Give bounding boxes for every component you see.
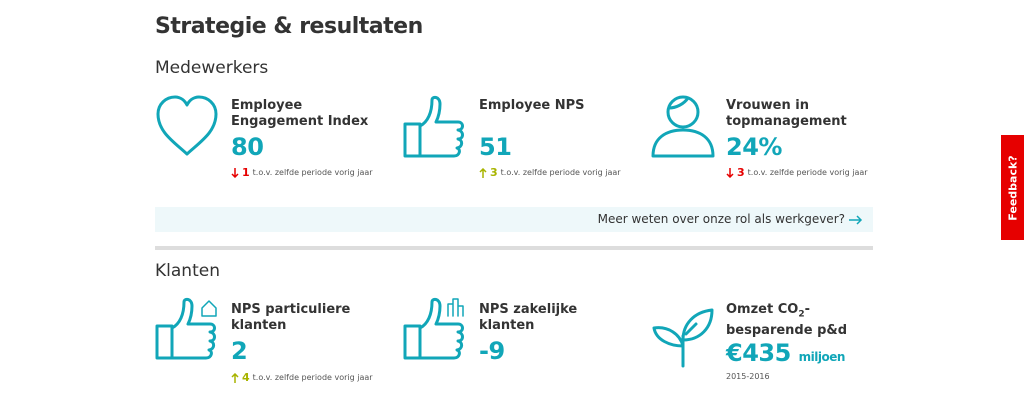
card-value-group: €435 miljoen — [726, 339, 845, 367]
card-label: Employee NPS — [479, 98, 585, 113]
arrow-down — [231, 167, 239, 178]
card-label: NPS particuliere klanten — [231, 302, 351, 333]
heart-icon — [156, 95, 218, 156]
card-value: 2 — [231, 337, 248, 365]
card-change: 4 t.o.v. zelfde periode vorig jaar — [231, 371, 373, 384]
person-icon — [651, 95, 715, 158]
arrow-up — [479, 167, 487, 178]
link-arrow — [849, 215, 863, 225]
card-value: -9 — [479, 337, 505, 365]
card-label: Omzet CO2-besparende p&d — [726, 302, 876, 339]
card-label: Employee Engagement Index — [231, 98, 369, 129]
card-note: 2015-2016 — [726, 372, 770, 381]
card-value: 24% — [726, 133, 782, 161]
card-value: 51 — [479, 133, 512, 161]
more-link[interactable]: Meer weten over onze rol als werkgever? — [597, 212, 863, 226]
link-bar: Meer weten over onze rol als werkgever? — [155, 207, 873, 232]
plant-icon — [652, 308, 714, 368]
page-title: Strategie & resultaten — [155, 14, 423, 39]
card-label: Vrouwen in topmanagement — [726, 98, 847, 129]
change-note: t.o.v. zelfde periode vorig jaar — [747, 168, 868, 177]
change-value: 4 — [242, 371, 250, 384]
arrow-down — [726, 167, 734, 178]
thumbs-up-building-icon — [403, 297, 464, 360]
thumbs-up-icon — [403, 95, 464, 158]
label-subscript: 2 — [798, 309, 805, 320]
period: 2015-2016 — [726, 372, 770, 381]
feedback-text[interactable]: Feedback? — [1006, 154, 1019, 221]
thumbs-up-home-icon — [155, 297, 217, 360]
label-part: Omzet CO — [726, 302, 799, 317]
card-change: 3 t.o.v. zelfde periode vorig jaar — [726, 166, 868, 179]
card-value: 80 — [231, 133, 264, 161]
change-value: 3 — [737, 166, 745, 179]
change-note: t.o.v. zelfde periode vorig jaar — [500, 168, 621, 177]
change-value: 1 — [242, 166, 250, 179]
card-label: NPS zakelijke klanten — [479, 302, 578, 333]
change-note: t.o.v. zelfde periode vorig jaar — [252, 168, 373, 177]
card-change: 3 t.o.v. zelfde periode vorig jaar — [479, 166, 621, 179]
change-value: 3 — [490, 166, 498, 179]
card-unit: miljoen — [798, 350, 846, 364]
feedback-tab[interactable]: Feedback? — [1001, 135, 1024, 240]
link-text[interactable]: Meer weten over onze rol als werkgever? — [597, 212, 845, 226]
change-note: t.o.v. zelfde periode vorig jaar — [252, 373, 373, 382]
separator — [155, 246, 873, 250]
section-title: Medewerkers — [155, 58, 269, 78]
section-title: Klanten — [155, 261, 220, 281]
arrow-up — [231, 372, 239, 383]
card-change: 1 t.o.v. zelfde periode vorig jaar — [231, 166, 373, 179]
card-value: €435 — [726, 339, 791, 367]
label-part: -besparende p&d — [726, 302, 848, 338]
